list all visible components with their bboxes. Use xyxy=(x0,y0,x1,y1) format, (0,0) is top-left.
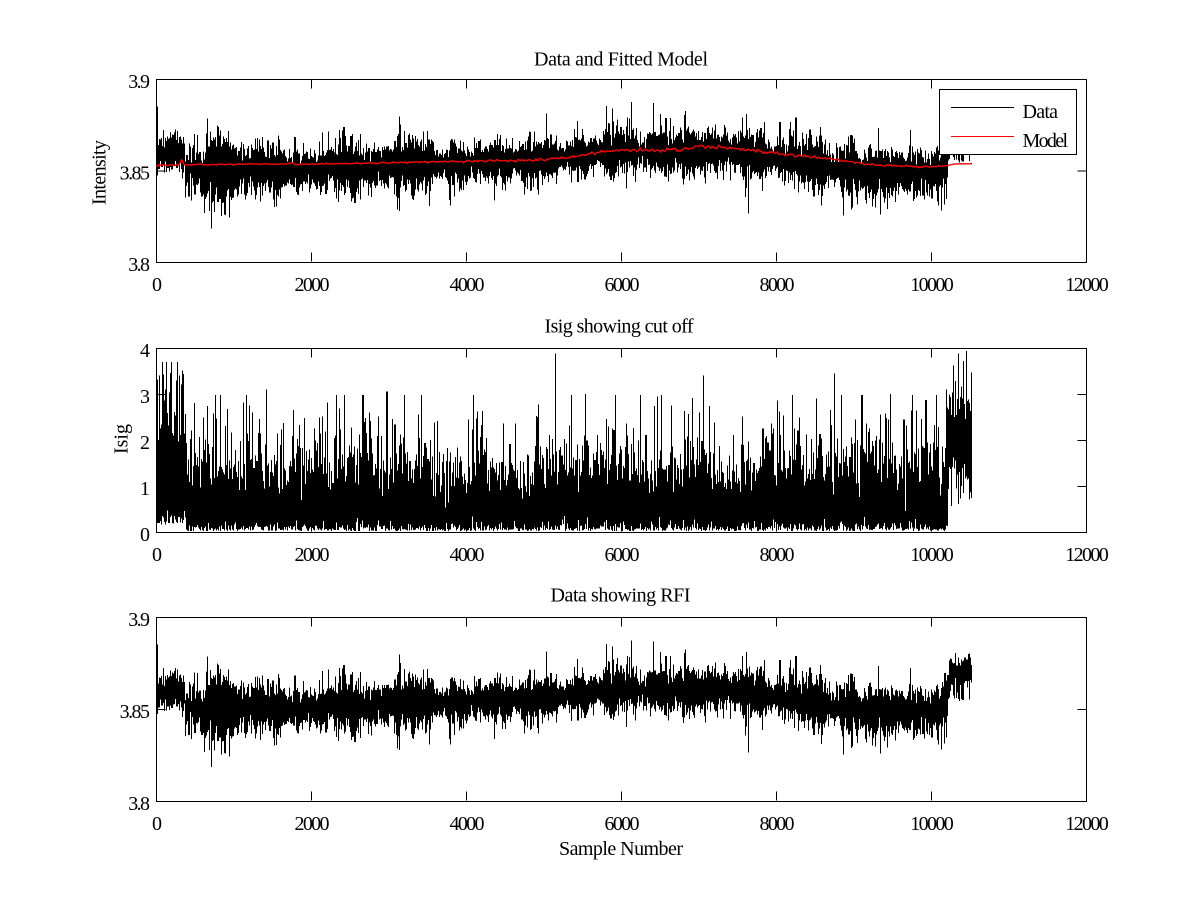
svg-text:12000: 12000 xyxy=(1065,813,1109,835)
svg-text:10000: 10000 xyxy=(910,274,954,296)
svg-text:2000: 2000 xyxy=(295,544,330,566)
svg-text:2000: 2000 xyxy=(295,274,330,296)
svg-text:Isig: Isig xyxy=(111,424,133,454)
svg-text:2: 2 xyxy=(140,432,150,454)
svg-text:12000: 12000 xyxy=(1065,274,1109,296)
svg-text:3.8: 3.8 xyxy=(128,793,150,815)
svg-text:3.85: 3.85 xyxy=(120,701,150,723)
svg-text:6000: 6000 xyxy=(605,544,640,566)
svg-text:10000: 10000 xyxy=(910,544,954,566)
svg-text:0: 0 xyxy=(152,544,162,566)
svg-text:12000: 12000 xyxy=(1065,544,1109,566)
svg-text:4000: 4000 xyxy=(450,544,485,566)
svg-text:3.8: 3.8 xyxy=(128,254,150,276)
svg-text:Data: Data xyxy=(1023,101,1059,123)
svg-text:1: 1 xyxy=(140,478,150,500)
svg-text:3.9: 3.9 xyxy=(128,609,150,631)
svg-text:6000: 6000 xyxy=(605,813,640,835)
svg-text:8000: 8000 xyxy=(760,274,795,296)
svg-text:2000: 2000 xyxy=(295,813,330,835)
svg-text:Isig showing cut off: Isig showing cut off xyxy=(545,316,694,338)
svg-text:Model: Model xyxy=(1023,130,1069,152)
svg-text:0: 0 xyxy=(140,524,150,546)
svg-text:4: 4 xyxy=(140,340,150,362)
svg-text:Data and Fitted Model: Data and Fitted Model xyxy=(534,49,708,71)
svg-text:3: 3 xyxy=(140,386,150,408)
svg-text:8000: 8000 xyxy=(760,544,795,566)
svg-text:4000: 4000 xyxy=(450,274,485,296)
svg-text:10000: 10000 xyxy=(910,813,954,835)
svg-text:Intensity: Intensity xyxy=(89,140,111,205)
svg-text:8000: 8000 xyxy=(760,813,795,835)
svg-text:4000: 4000 xyxy=(450,813,485,835)
svg-text:6000: 6000 xyxy=(605,274,640,296)
svg-text:0: 0 xyxy=(152,813,162,835)
svg-text:Data showing RFI: Data showing RFI xyxy=(551,585,691,607)
svg-text:3.9: 3.9 xyxy=(128,71,150,93)
svg-text:3.85: 3.85 xyxy=(120,163,150,185)
svg-text:0: 0 xyxy=(152,274,162,296)
svg-text:Sample Number: Sample Number xyxy=(559,838,683,860)
